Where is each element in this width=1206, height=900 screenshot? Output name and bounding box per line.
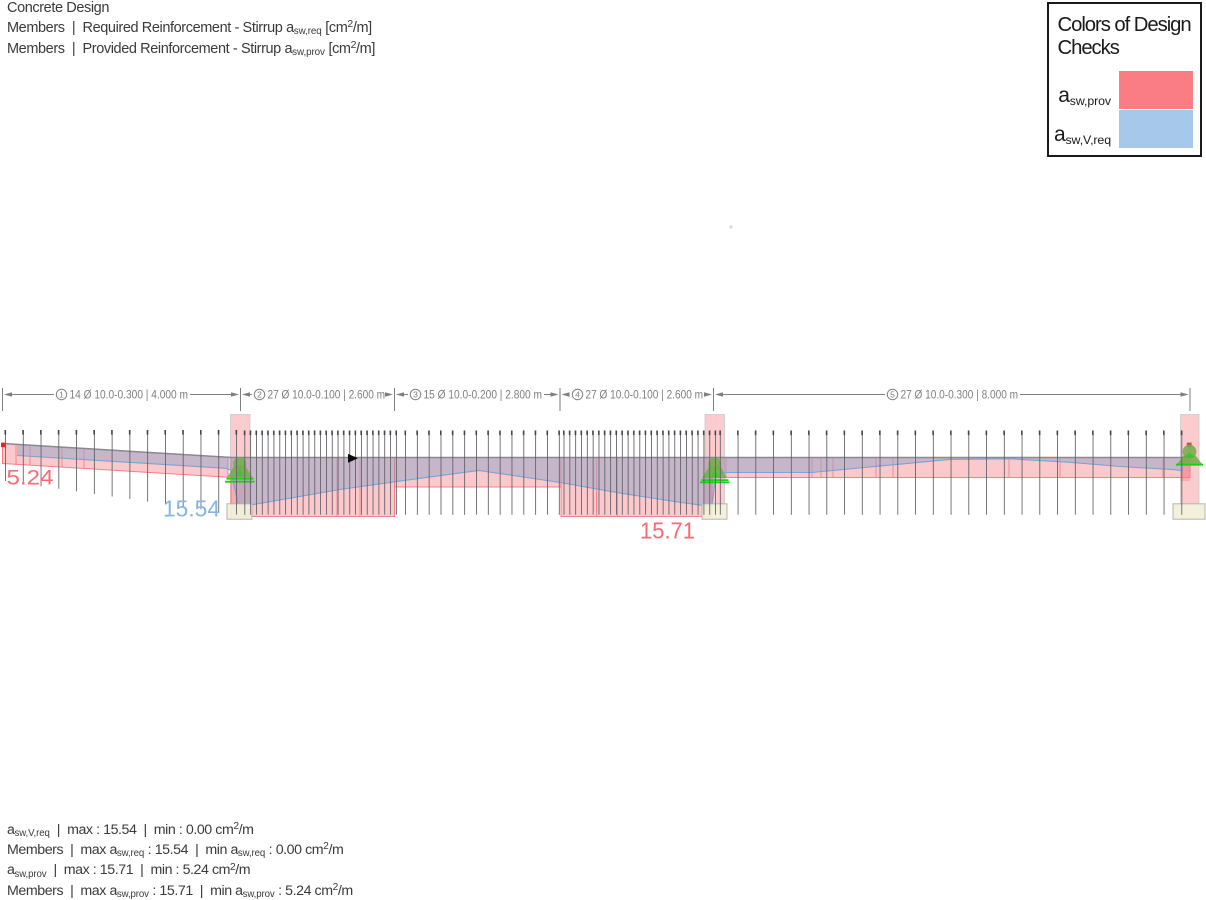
svg-text:5: 5 xyxy=(890,389,895,399)
svg-text:27 Ø 10.0-0.300 | 8.000 m: 27 Ø 10.0-0.300 | 8.000 m xyxy=(901,388,1019,402)
svg-text:15 Ø 10.0-0.200 | 2.800 m: 15 Ø 10.0-0.200 | 2.800 m xyxy=(424,388,543,402)
svg-text:5.24: 5.24 xyxy=(7,466,54,489)
svg-text:2: 2 xyxy=(257,389,262,399)
svg-text:3: 3 xyxy=(413,389,418,399)
svg-text:27 Ø 10.0-0.100 | 2.600 m: 27 Ø 10.0-0.100 | 2.600 m xyxy=(586,388,704,402)
svg-text:14 Ø 10.0-0.300 | 4.000 m: 14 Ø 10.0-0.300 | 4.000 m xyxy=(70,388,189,402)
svg-text:27 Ø 10.0-0.100 | 2.600 m: 27 Ø 10.0-0.100 | 2.600 m xyxy=(268,388,386,402)
svg-text:4: 4 xyxy=(575,389,580,399)
svg-text:1: 1 xyxy=(59,389,64,399)
svg-text:15.54: 15.54 xyxy=(163,496,220,522)
svg-text:15.71: 15.71 xyxy=(640,518,695,544)
